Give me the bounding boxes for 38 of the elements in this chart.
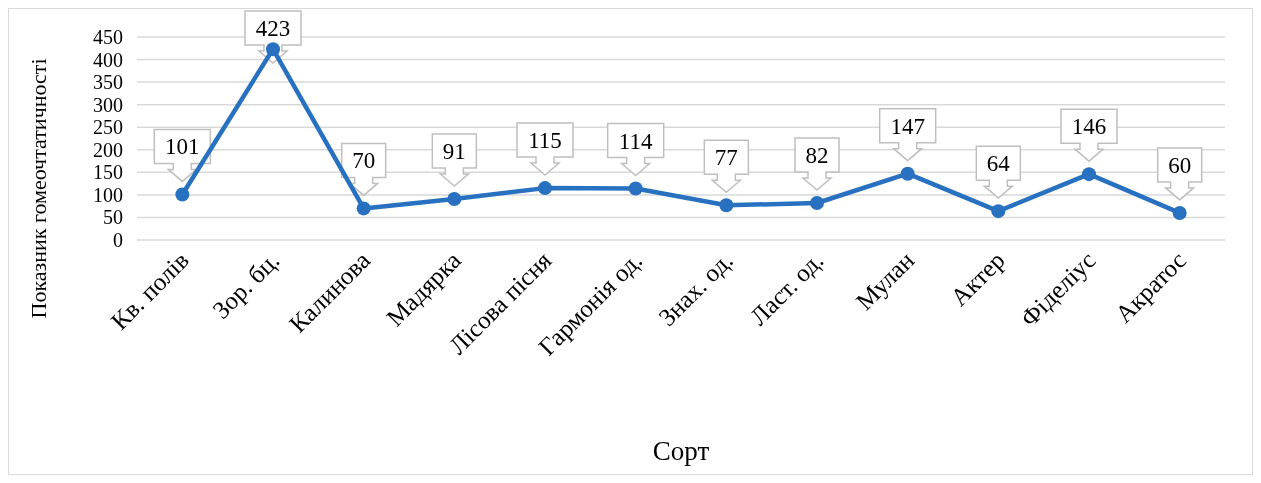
data-label: 147 (890, 113, 925, 139)
point (900, 166, 915, 181)
y-tick-label: 50 (103, 206, 123, 229)
point (1172, 205, 1187, 220)
data-label: 64 (986, 151, 1011, 177)
point (991, 204, 1006, 219)
data-label: 91 (442, 138, 466, 164)
data-label: 423 (255, 16, 291, 41)
data-label: 60 (1168, 152, 1192, 178)
data-label: 115 (528, 128, 562, 154)
point (175, 187, 190, 202)
y-tick-label: 250 (93, 116, 123, 139)
data-label: 82 (805, 143, 829, 169)
point (447, 191, 462, 206)
y-tick-label: 150 (93, 161, 123, 184)
y-tick-label: 0 (113, 229, 123, 251)
point (356, 201, 371, 216)
y-tick-label: 100 (93, 183, 123, 206)
data-label: 77 (714, 145, 738, 171)
point (810, 196, 824, 211)
y-axis-title: Показник гомеочтатичності (26, 58, 51, 319)
y-tick-label: 400 (93, 48, 123, 71)
point (719, 198, 734, 213)
data-label: 114 (618, 128, 653, 154)
data-label: 70 (352, 148, 376, 174)
x-tick-label: Знах. од. (653, 246, 738, 332)
y-tick-label: 450 (93, 26, 123, 48)
x-tick-label: Зор. бц. (207, 246, 285, 324)
data-label: 101 (165, 134, 200, 160)
data-label: 146 (1071, 114, 1107, 140)
y-tick-label: 350 (93, 71, 123, 94)
y-tick-label: 200 (93, 138, 123, 161)
x-axis-title: Сорт (652, 436, 710, 466)
point (538, 181, 552, 196)
point (1082, 167, 1096, 182)
point (628, 181, 643, 196)
point (266, 42, 280, 57)
y-tick-label: 300 (93, 93, 123, 116)
